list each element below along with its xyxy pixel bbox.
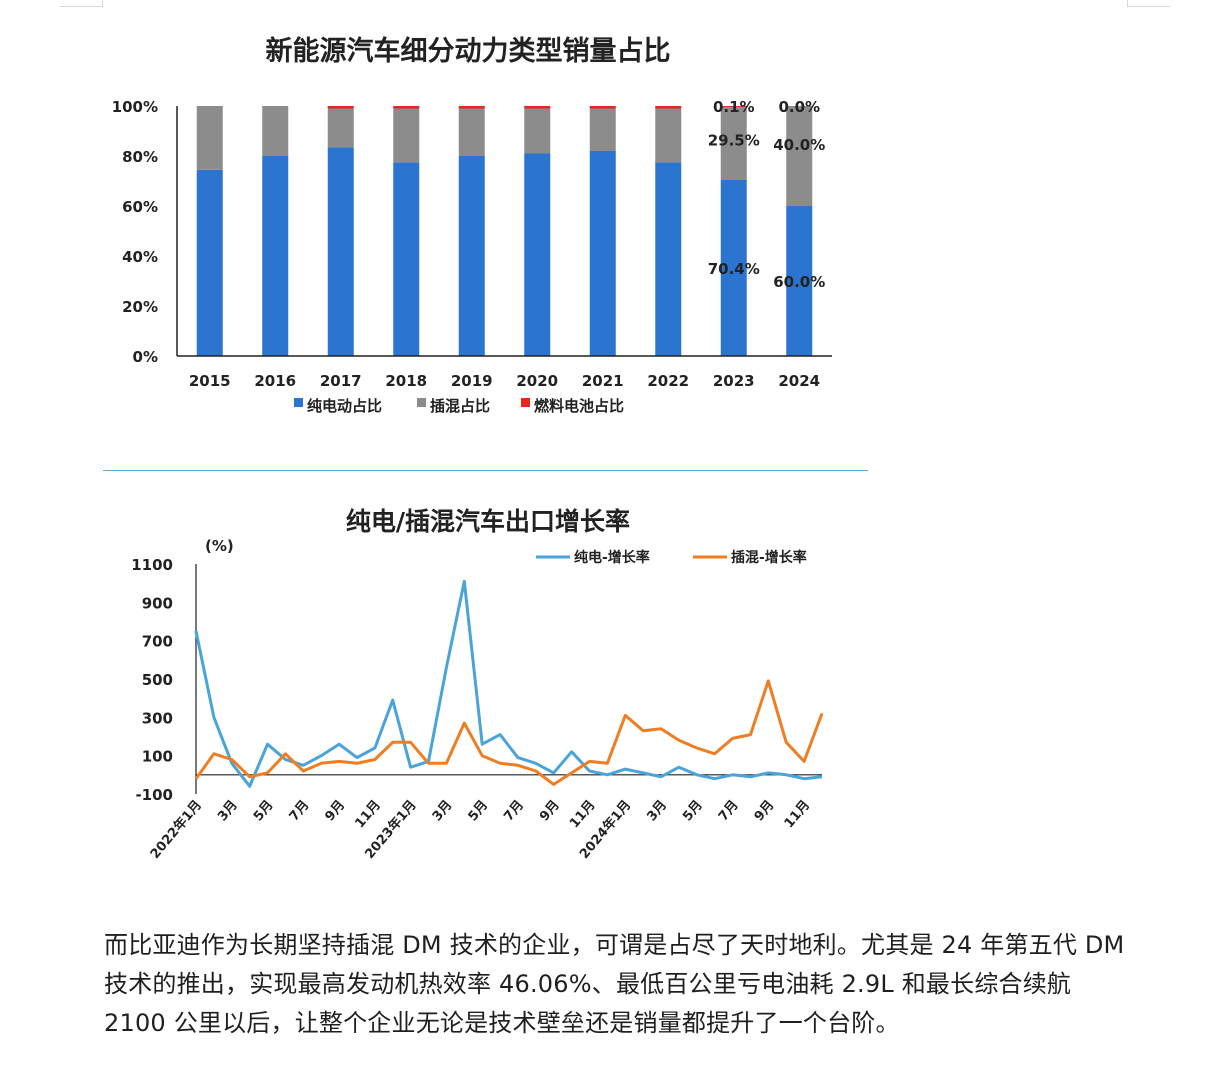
bar-segment-fcev — [458, 106, 485, 109]
bar-y-tick-label: 60% — [122, 198, 158, 216]
line-x-tick-label: 3月 — [644, 798, 670, 825]
bar-segment-phev — [589, 108, 616, 151]
bar-segment-phev — [327, 108, 354, 148]
bar-segment-phev — [655, 108, 682, 163]
line-y-tick-label: 500 — [142, 671, 173, 689]
line-x-tick-label: 7月 — [501, 798, 527, 825]
bar-segment-bev — [720, 180, 747, 356]
line-x-tick-label: 5月 — [251, 798, 277, 825]
line-x-tick-label: 7月 — [287, 798, 313, 825]
bar-segment-fcev — [393, 106, 420, 109]
line-x-tick-label: 7月 — [716, 798, 742, 825]
bar-segment-fcev — [524, 106, 551, 109]
line-series-bev — [194, 579, 823, 788]
stacked-bar-chart: 新能源汽车细分动力类型销量占比 0% 20% 40% 60% 80% 100% 2015 2… — [112, 35, 832, 415]
line-chart: 纯电/插混汽车出口增长率 (%) -100 100 300 500 700 900 1100… — [131, 507, 824, 862]
bar-segment-phev — [458, 108, 485, 156]
line-legend-label: 插混-增长率 — [731, 549, 807, 566]
bar-x-tick-label: 2024 — [778, 372, 820, 390]
page-corner-mark-left — [60, 0, 103, 7]
line-x-tick-label: 11月 — [567, 798, 598, 831]
bar-legend-swatch — [417, 398, 426, 407]
line-x-tick-label: 3月 — [215, 798, 241, 825]
bar-y-tick-label: 20% — [122, 298, 158, 316]
line-x-tick-label: 3月 — [430, 798, 456, 825]
bar-y-tick-label: 40% — [122, 248, 158, 266]
line-x-tick-label: 9月 — [537, 798, 563, 825]
bar-segment-fcev — [327, 106, 354, 109]
bar-x-tick-label: 2023 — [713, 372, 755, 390]
bar-segment-phev — [524, 108, 551, 154]
line-y-tick-label: 1100 — [131, 556, 173, 574]
line-x-tick-label: 11月 — [352, 798, 383, 831]
bar-legend-label: 燃料电池占比 — [534, 397, 624, 415]
bar-x-tick-label: 2015 — [189, 372, 231, 390]
bar-legend-swatch — [521, 398, 530, 407]
bar-x-tick-label: 2018 — [385, 372, 427, 390]
section-divider — [103, 470, 868, 471]
bar-x-tick-label: 2016 — [254, 372, 296, 390]
bar-segment-fcev — [720, 106, 747, 107]
bar-segment-phev — [262, 106, 289, 156]
line-y-tick-label: 300 — [142, 709, 173, 727]
bar-chart-title: 新能源汽车细分动力类型销量占比 — [266, 35, 671, 67]
bar-legend-label: 插混占比 — [430, 397, 490, 415]
bar-y-tick-label: 100% — [112, 98, 158, 116]
bar-segment-bev — [393, 162, 420, 356]
bar-x-tick-label: 2021 — [582, 372, 624, 390]
line-x-tick-label: 11月 — [782, 798, 813, 831]
bar-segment-phev — [393, 108, 420, 163]
bar-segment-bev — [458, 156, 485, 356]
bar-y-tick-label: 0% — [133, 348, 158, 366]
bar-x-tick-label: 2017 — [320, 372, 362, 390]
bar-segment-phev — [786, 106, 813, 206]
bar-segment-fcev — [589, 106, 616, 109]
bar-legend-swatch — [294, 398, 303, 407]
line-x-tick-label: 5月 — [466, 798, 492, 825]
line-legend-label: 纯电-增长率 — [574, 549, 650, 566]
body-paragraph: 而比亚迪作为长期坚持插混 DM 技术的企业，可谓是占尽了天时地利。尤其是 24 … — [104, 931, 1125, 1037]
line-y-tick-label: 900 — [142, 594, 173, 612]
bar-segment-phev — [196, 106, 223, 170]
bar-data-label: 40.0% — [773, 136, 825, 154]
line-x-tick-label: 2022年1月 — [147, 797, 205, 862]
line-y-tick-label: -100 — [135, 786, 173, 804]
bar-segment-bev — [655, 162, 682, 356]
page-corner-mark-right — [1127, 0, 1170, 7]
bar-x-tick-label: 2020 — [516, 372, 558, 390]
bar-data-label: 29.5% — [708, 131, 760, 149]
bar-segment-phev — [720, 106, 747, 180]
bar-data-label: 0.0% — [778, 98, 820, 116]
line-x-tick-label: 9月 — [752, 798, 778, 825]
bar-data-label: 0.1% — [713, 98, 755, 116]
bar-x-tick-label: 2019 — [451, 372, 493, 390]
bar-segment-bev — [196, 169, 223, 356]
bar-y-tick-label: 80% — [122, 148, 158, 166]
line-chart-title: 纯电/插混汽车出口增长率 — [346, 507, 630, 536]
bar-segment-bev — [589, 151, 616, 356]
bar-segment-bev — [524, 153, 551, 356]
bar-x-tick-label: 2022 — [647, 372, 689, 390]
bar-segment-bev — [786, 206, 813, 356]
bar-segment-bev — [262, 156, 289, 356]
line-x-tick-label: 5月 — [680, 798, 706, 825]
line-x-tick-label: 9月 — [322, 798, 348, 825]
bar-segment-fcev — [655, 106, 682, 109]
line-series-phev — [194, 679, 824, 786]
line-y-tick-label: 100 — [142, 748, 173, 766]
bar-legend-label: 纯电动占比 — [307, 397, 382, 415]
bar-data-label: 70.4% — [708, 260, 760, 278]
line-y-tick-label: 700 — [142, 633, 173, 651]
bar-data-label: 60.0% — [773, 273, 825, 291]
line-chart-y-unit: (%) — [205, 537, 234, 555]
bar-segment-bev — [327, 147, 354, 356]
